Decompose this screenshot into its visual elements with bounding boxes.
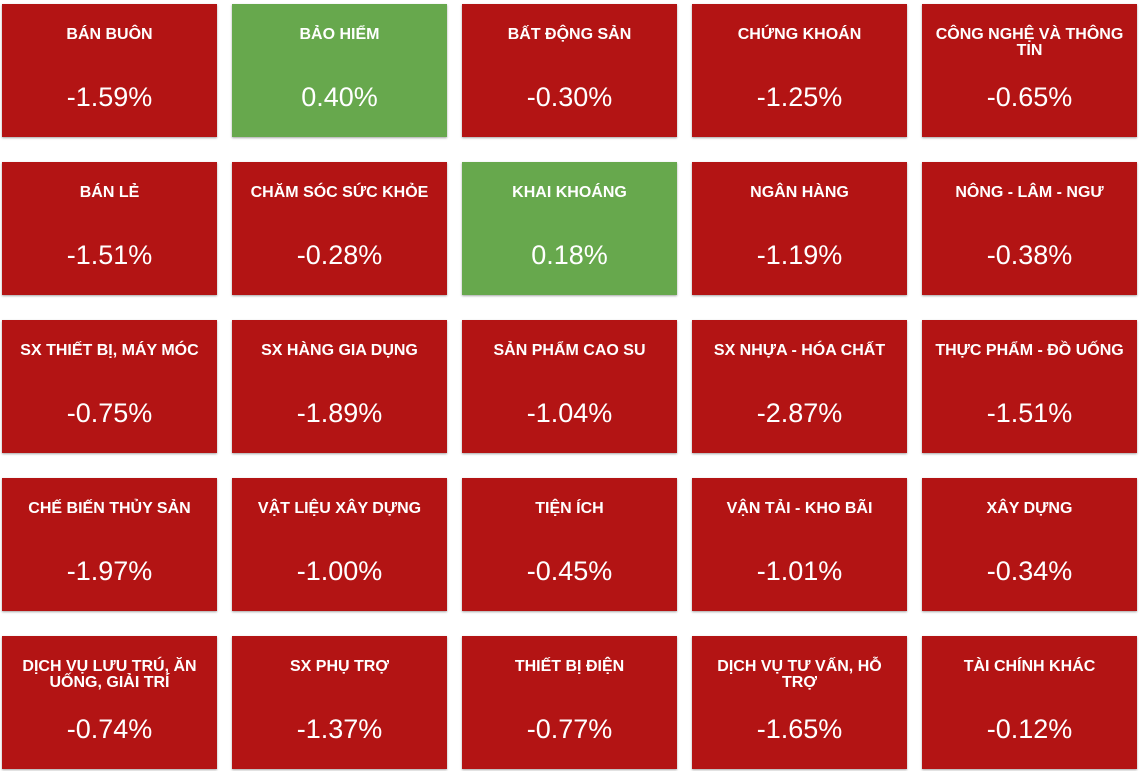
sector-tile-sx-hang-gia-dung[interactable]: SX HÀNG GIA DỤNG -1.89%	[232, 320, 447, 453]
sector-tile-thiet-bi-dien[interactable]: THIẾT BỊ ĐIỆN -0.77%	[462, 636, 677, 769]
sector-change: -0.75%	[66, 398, 153, 428]
sector-tile-bao-hiem[interactable]: BẢO HIỂM 0.40%	[232, 4, 447, 137]
sector-change: -1.65%	[756, 714, 843, 744]
sector-change: -0.65%	[986, 82, 1073, 112]
sector-name: CHỨNG KHOÁN	[737, 26, 862, 43]
sector-change: -1.59%	[66, 82, 153, 112]
sector-change: -0.34%	[986, 556, 1073, 586]
sector-tile-vat-lieu-xay-dung[interactable]: VẬT LIỆU XÂY DỰNG -1.00%	[232, 478, 447, 611]
sector-name: THỰC PHẨM - ĐỒ UỐNG	[935, 342, 1124, 359]
sector-change: 0.18%	[531, 240, 608, 270]
sector-tile-bat-dong-san[interactable]: BẤT ĐỘNG SẢN -0.30%	[462, 4, 677, 137]
sector-tile-cong-nghe-va-thong-tin[interactable]: CÔNG NGHỆ VÀ THÔNG TIN -0.65%	[922, 4, 1137, 137]
sector-change: -0.30%	[526, 82, 613, 112]
sector-tile-ban-le[interactable]: BÁN LẺ -1.51%	[2, 162, 217, 295]
sector-change: -0.74%	[66, 714, 153, 744]
sector-change: -2.87%	[756, 398, 843, 428]
sector-name: THIẾT BỊ ĐIỆN	[514, 658, 625, 675]
sector-tile-van-tai-kho-bai[interactable]: VẬN TẢI - KHO BÃI -1.01%	[692, 478, 907, 611]
sector-change: 0.40%	[301, 82, 378, 112]
sector-tile-nong-lam-ngu[interactable]: NÔNG - LÂM - NGƯ -0.38%	[922, 162, 1137, 295]
sector-name: BÁN LẺ	[79, 184, 140, 201]
sector-change: -1.37%	[296, 714, 383, 744]
sector-name: VẬT LIỆU XÂY DỰNG	[257, 500, 422, 517]
sector-change: -1.97%	[66, 556, 153, 586]
sector-name: CHĂM SÓC SỨC KHỎE	[250, 184, 429, 201]
sector-name: CÔNG NGHỆ VÀ THÔNG TIN	[935, 26, 1124, 59]
sector-name: BÁN BUÔN	[66, 26, 153, 43]
sector-tile-san-pham-cao-su[interactable]: SẢN PHẨM CAO SU -1.04%	[462, 320, 677, 453]
sector-tile-chung-khoan[interactable]: CHỨNG KHOÁN -1.25%	[692, 4, 907, 137]
sector-name: SX HÀNG GIA DỤNG	[261, 342, 418, 359]
sector-name: SẢN PHẨM CAO SU	[493, 342, 646, 359]
sector-name: DỊCH VỤ LƯU TRÚ, ĂN UỐNG, GIẢI TRÍ	[22, 658, 197, 691]
sector-name: SX NHỰA - HÓA CHẤT	[713, 342, 886, 359]
sector-tile-dich-vu-luu-tru-an-uong-giai-tri[interactable]: DỊCH VỤ LƯU TRÚ, ĂN UỐNG, GIẢI TRÍ -0.74…	[2, 636, 217, 769]
sector-tile-ngan-hang[interactable]: NGÂN HÀNG -1.19%	[692, 162, 907, 295]
sector-change: -1.04%	[526, 398, 613, 428]
sector-tile-sx-thiet-bi-may-moc[interactable]: SX THIẾT BỊ, MÁY MÓC -0.75%	[2, 320, 217, 453]
sector-tile-tai-chinh-khac[interactable]: TÀI CHÍNH KHÁC -0.12%	[922, 636, 1137, 769]
sector-change: -1.89%	[296, 398, 383, 428]
sector-change: -0.38%	[986, 240, 1073, 270]
sector-tile-che-bien-thuy-san[interactable]: CHẾ BIẾN THỦY SẢN -1.97%	[2, 478, 217, 611]
sector-tile-cham-soc-suc-khoe[interactable]: CHĂM SÓC SỨC KHỎE -0.28%	[232, 162, 447, 295]
sector-name: CHẾ BIẾN THỦY SẢN	[28, 500, 191, 517]
sector-name: BẢO HIỂM	[299, 26, 380, 43]
sector-tile-tien-ich[interactable]: TIỆN ÍCH -0.45%	[462, 478, 677, 611]
sector-change: -1.01%	[756, 556, 843, 586]
sector-change: -0.28%	[296, 240, 383, 270]
sector-change: -0.45%	[526, 556, 613, 586]
sector-tile-xay-dung[interactable]: XÂY DỰNG -0.34%	[922, 478, 1137, 611]
sector-name: DỊCH VỤ TƯ VẤN, HỖ TRỢ	[717, 658, 882, 691]
sector-name: XÂY DỰNG	[986, 500, 1073, 517]
sector-heatmap-grid: BÁN BUÔN -1.59% BẢO HIỂM 0.40% BẤT ĐỘNG …	[2, 4, 1137, 769]
sector-name: TIỆN ÍCH	[535, 500, 604, 517]
sector-name: SX PHỤ TRỢ	[290, 658, 389, 675]
sector-change: -1.25%	[756, 82, 843, 112]
sector-name: NÔNG - LÂM - NGƯ	[955, 184, 1104, 201]
sector-tile-thuc-pham-do-uong[interactable]: THỰC PHẨM - ĐỒ UỐNG -1.51%	[922, 320, 1137, 453]
sector-tile-dich-vu-tu-van-ho-tro[interactable]: DỊCH VỤ TƯ VẤN, HỖ TRỢ -1.65%	[692, 636, 907, 769]
sector-tile-ban-buon[interactable]: BÁN BUÔN -1.59%	[2, 4, 217, 137]
sector-change: -1.00%	[296, 556, 383, 586]
sector-name: BẤT ĐỘNG SẢN	[507, 26, 632, 43]
sector-tile-sx-phu-tro[interactable]: SX PHỤ TRỢ -1.37%	[232, 636, 447, 769]
sector-change: -0.12%	[986, 714, 1073, 744]
sector-name: NGÂN HÀNG	[750, 184, 849, 201]
sector-tile-khai-khoang[interactable]: KHAI KHOÁNG 0.18%	[462, 162, 677, 295]
sector-change: -0.77%	[526, 714, 613, 744]
sector-name: VẬN TẢI - KHO BÃI	[726, 500, 873, 517]
sector-name: KHAI KHOÁNG	[512, 184, 627, 201]
sector-change: -1.51%	[986, 398, 1073, 428]
sector-name: TÀI CHÍNH KHÁC	[963, 658, 1096, 675]
sector-change: -1.51%	[66, 240, 153, 270]
sector-change: -1.19%	[756, 240, 843, 270]
sector-name: SX THIẾT BỊ, MÁY MÓC	[20, 342, 199, 359]
sector-tile-sx-nhua-hoa-chat[interactable]: SX NHỰA - HÓA CHẤT -2.87%	[692, 320, 907, 453]
